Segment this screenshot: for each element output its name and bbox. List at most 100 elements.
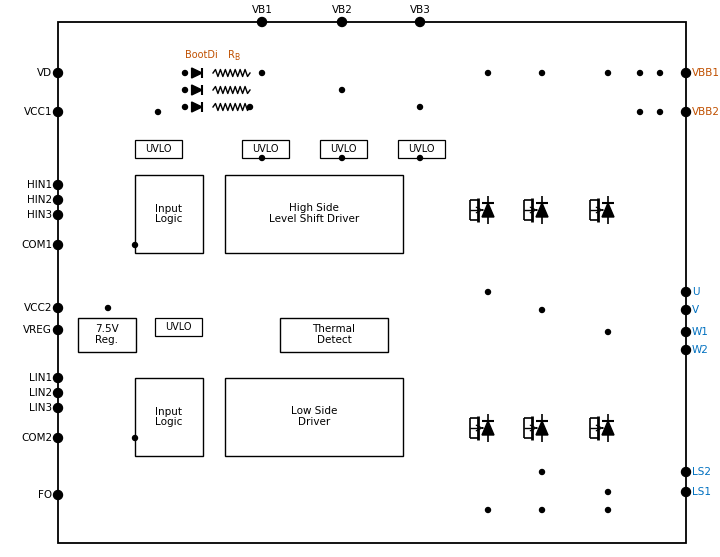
Circle shape <box>485 507 490 512</box>
Circle shape <box>53 108 63 116</box>
Circle shape <box>53 388 63 398</box>
Bar <box>280 318 388 352</box>
Circle shape <box>485 71 490 76</box>
Circle shape <box>53 304 63 312</box>
Text: UVLO: UVLO <box>145 144 172 154</box>
Circle shape <box>248 105 253 110</box>
Circle shape <box>418 105 423 110</box>
Text: B: B <box>234 53 239 62</box>
Polygon shape <box>536 421 548 435</box>
Polygon shape <box>602 203 614 217</box>
Text: W2: W2 <box>692 345 709 355</box>
Text: 7.5V: 7.5V <box>95 324 119 334</box>
Text: UVLO: UVLO <box>330 144 356 154</box>
Bar <box>78 318 136 352</box>
Text: HIN2: HIN2 <box>27 195 52 205</box>
Text: VB1: VB1 <box>251 5 272 15</box>
Text: VBB1: VBB1 <box>692 68 720 78</box>
Circle shape <box>606 330 611 335</box>
Circle shape <box>606 490 611 495</box>
Circle shape <box>53 403 63 413</box>
Text: LIN2: LIN2 <box>29 388 52 398</box>
Circle shape <box>132 436 138 441</box>
Text: UVLO: UVLO <box>252 144 279 154</box>
Circle shape <box>53 180 63 189</box>
Polygon shape <box>482 203 494 217</box>
Text: LS1: LS1 <box>692 487 711 497</box>
Circle shape <box>539 507 544 512</box>
Text: U: U <box>692 287 700 297</box>
Bar <box>58 22 686 543</box>
Circle shape <box>539 307 544 312</box>
Circle shape <box>53 374 63 383</box>
Circle shape <box>338 17 346 27</box>
Text: Driver: Driver <box>298 417 330 427</box>
Circle shape <box>53 433 63 442</box>
Bar <box>242 140 289 158</box>
Circle shape <box>106 305 110 310</box>
Circle shape <box>182 71 187 76</box>
Circle shape <box>682 328 690 336</box>
Text: VD: VD <box>37 68 52 78</box>
Bar <box>225 175 403 253</box>
Text: FO: FO <box>38 490 52 500</box>
Circle shape <box>682 305 690 315</box>
Text: VBB2: VBB2 <box>692 107 720 117</box>
Text: VB3: VB3 <box>410 5 431 15</box>
Circle shape <box>132 242 138 247</box>
Circle shape <box>340 87 344 92</box>
Circle shape <box>682 108 690 116</box>
Circle shape <box>682 69 690 77</box>
Polygon shape <box>482 421 494 435</box>
Circle shape <box>606 71 611 76</box>
Circle shape <box>485 290 490 295</box>
Text: Low Side: Low Side <box>291 406 337 416</box>
Circle shape <box>53 211 63 219</box>
Text: High Side: High Side <box>289 203 339 213</box>
Polygon shape <box>192 85 202 95</box>
Bar <box>135 175 203 253</box>
Circle shape <box>682 487 690 496</box>
Circle shape <box>682 345 690 354</box>
Text: W1: W1 <box>692 327 709 337</box>
Text: LIN3: LIN3 <box>29 403 52 413</box>
Text: BootDi: BootDi <box>185 50 217 60</box>
Circle shape <box>182 87 187 92</box>
Circle shape <box>53 325 63 335</box>
Text: VCC1: VCC1 <box>24 107 52 117</box>
Circle shape <box>682 287 690 296</box>
Text: COM1: COM1 <box>21 240 52 250</box>
Circle shape <box>182 105 187 110</box>
Polygon shape <box>602 421 614 435</box>
Circle shape <box>539 470 544 475</box>
Text: LS2: LS2 <box>692 467 711 477</box>
Text: Level Shift Driver: Level Shift Driver <box>269 214 359 224</box>
Text: UVLO: UVLO <box>408 144 435 154</box>
Circle shape <box>258 17 266 27</box>
Bar <box>135 140 182 158</box>
Text: Detect: Detect <box>317 335 351 345</box>
Text: Input: Input <box>156 204 182 214</box>
Polygon shape <box>192 68 202 78</box>
Text: R: R <box>228 50 235 60</box>
Text: Input: Input <box>156 407 182 417</box>
Circle shape <box>682 467 690 476</box>
Circle shape <box>657 110 662 115</box>
Circle shape <box>53 69 63 77</box>
Circle shape <box>156 110 161 115</box>
Text: VB2: VB2 <box>332 5 352 15</box>
Circle shape <box>657 71 662 76</box>
Text: LIN1: LIN1 <box>29 373 52 383</box>
Text: VCC2: VCC2 <box>24 303 52 313</box>
Text: COM2: COM2 <box>21 433 52 443</box>
Text: HIN3: HIN3 <box>27 210 52 220</box>
Circle shape <box>606 507 611 512</box>
Bar <box>398 140 445 158</box>
Text: UVLO: UVLO <box>166 322 192 332</box>
Circle shape <box>53 196 63 204</box>
Bar <box>225 378 403 456</box>
Polygon shape <box>536 203 548 217</box>
Polygon shape <box>192 102 202 112</box>
Bar <box>155 318 202 336</box>
Text: Thermal: Thermal <box>312 324 356 334</box>
